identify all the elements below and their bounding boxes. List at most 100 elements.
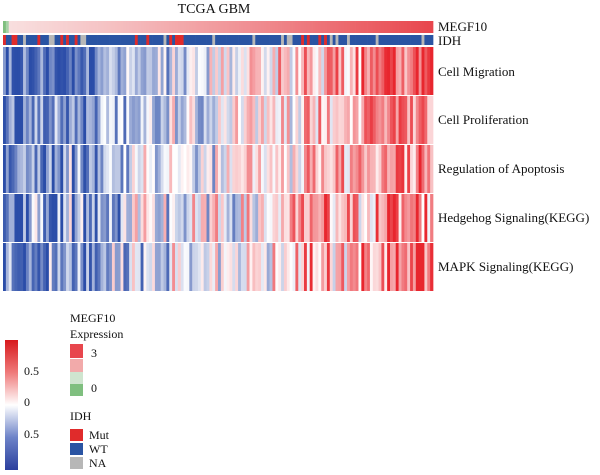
megf10-cell	[344, 21, 348, 33]
idh-cell	[63, 35, 67, 45]
row-label-regulation-of-apoptosis: Regulation of Apoptosis	[438, 161, 564, 176]
heatmap-cell	[375, 194, 379, 242]
heatmap-cell	[387, 47, 391, 95]
heatmap-cell	[369, 243, 374, 291]
megf10-cell	[180, 21, 184, 33]
heatmap-cell	[157, 194, 162, 242]
megf10-cell	[235, 21, 239, 33]
heatmap-cell	[8, 96, 12, 144]
chart-title: TCGA GBM	[178, 2, 251, 17]
idh-cell	[306, 35, 311, 45]
idh-cell	[223, 35, 227, 45]
heatmap-cell	[324, 243, 328, 291]
heatmap-cell	[412, 96, 417, 144]
heatmap-cell	[255, 47, 259, 95]
megf10-cell	[209, 21, 213, 33]
idh-cell	[367, 35, 371, 45]
megf10-cell	[40, 21, 44, 33]
heatmap-cell	[344, 243, 348, 291]
heatmap-cell	[172, 194, 176, 242]
heatmap-cell	[132, 194, 136, 242]
idh-cell	[189, 35, 193, 45]
heatmap-cell	[146, 194, 150, 242]
heatmap-cell	[163, 145, 167, 193]
heatmap-cell	[126, 243, 130, 291]
heatmap-cell	[372, 243, 377, 291]
heatmap-cell	[192, 194, 196, 242]
idh-cell	[37, 35, 41, 45]
heatmap-cell	[258, 145, 262, 193]
idh-cell	[169, 35, 173, 45]
heatmap-cell	[34, 243, 38, 291]
heatmap-cell	[229, 194, 233, 242]
heatmap-cell	[384, 96, 388, 144]
heatmap-cell	[261, 243, 265, 291]
heatmap-cell	[163, 47, 167, 95]
megf10-cell	[312, 21, 316, 33]
heatmap-cell	[97, 145, 101, 193]
heatmap-cell	[20, 243, 24, 291]
idh-cell	[34, 35, 38, 45]
heatmap-cell	[11, 145, 15, 193]
megf10-cell	[192, 21, 196, 33]
heatmap-cell	[152, 194, 156, 242]
idh-cell	[60, 35, 64, 45]
megf10-cell	[77, 21, 81, 33]
megf10-cell	[412, 21, 417, 33]
idh-cell	[94, 35, 98, 45]
heatmap-cell	[17, 194, 21, 242]
megf10-cell	[326, 21, 331, 33]
megf10-cell	[51, 21, 55, 33]
idh-cell	[120, 35, 124, 45]
heatmap-cell	[57, 194, 61, 242]
heatmap-cell	[60, 194, 64, 242]
heatmap-cell	[17, 243, 21, 291]
idh-cell	[430, 35, 434, 45]
heatmap-cell	[57, 243, 61, 291]
heatmap-cell	[189, 96, 193, 144]
heatmap-cell	[11, 243, 15, 291]
heatmap-cell	[126, 47, 130, 95]
row-label-hedgehog-signaling: Hedgehog Signaling(KEGG)	[438, 210, 589, 225]
idh-cell	[392, 35, 397, 45]
heatmap-cell	[40, 243, 44, 291]
heatmap-cell	[309, 47, 313, 95]
heatmap-cell	[175, 96, 179, 144]
heatmap-cell	[401, 194, 405, 242]
heatmap-cell	[430, 145, 434, 193]
heatmap-cell	[275, 243, 279, 291]
heatmap-cell	[352, 47, 356, 95]
heatmap-cell	[286, 96, 291, 144]
heatmap-cell	[384, 47, 388, 95]
idh-cell	[71, 35, 76, 45]
megf10-cell	[166, 21, 170, 33]
idh-cell	[266, 35, 270, 45]
megf10-cell	[120, 21, 124, 33]
heatmap-cell	[252, 243, 256, 291]
megf10-cell	[266, 21, 270, 33]
heatmap-cell	[266, 47, 270, 95]
heatmap-cell	[74, 243, 78, 291]
heatmap-cell	[329, 243, 334, 291]
heatmap-cell	[175, 243, 179, 291]
heatmap-cell	[186, 47, 190, 95]
heatmap-cell	[298, 194, 302, 242]
heatmap-cell	[372, 47, 377, 95]
idh-cell	[272, 35, 276, 45]
idh-cell	[74, 35, 78, 45]
heatmap-cell	[220, 47, 225, 95]
heatmap-cell	[372, 145, 377, 193]
megf10-cell	[117, 21, 121, 33]
heatmap-cell	[77, 96, 81, 144]
heatmap-cell	[390, 145, 394, 193]
heatmap-cell	[46, 96, 50, 144]
megf10-legend-swatch-1	[70, 344, 83, 358]
megf10-cell	[352, 21, 356, 33]
idh-cell	[23, 35, 27, 45]
heatmap-cell	[255, 96, 259, 144]
heatmap-cell	[326, 194, 331, 242]
heatmap-cell	[120, 47, 124, 95]
heatmap-cell	[91, 47, 96, 95]
heatmap-cell	[197, 47, 202, 95]
